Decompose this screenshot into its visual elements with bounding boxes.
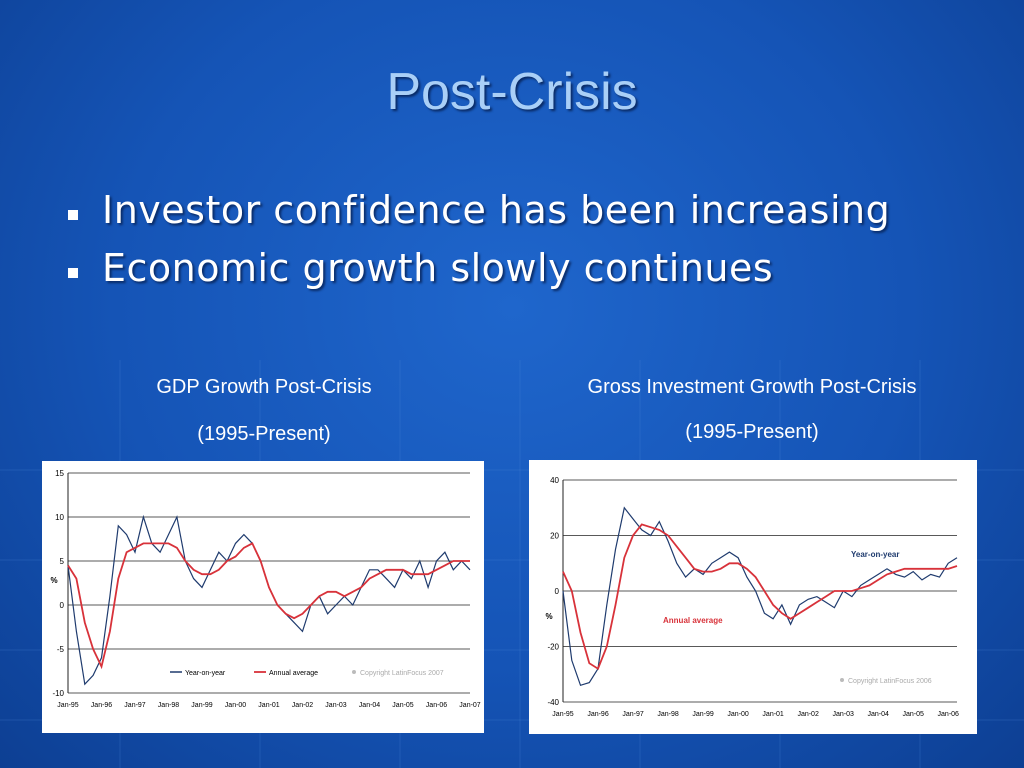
square-bullet-icon: [68, 210, 78, 220]
y-tick-label: 5: [60, 557, 65, 566]
x-tick-label: Jan-02: [797, 711, 819, 718]
right-chart-title: Gross Investment Growth Post-Crisis: [587, 376, 917, 398]
x-tick-label: Jan-99: [191, 702, 213, 709]
series-line-year-on-year: [562, 506, 958, 687]
square-bullet-icon: [68, 268, 78, 278]
x-tick-label: Jan-00: [225, 702, 247, 709]
x-tick-label: Jan-06: [426, 702, 448, 709]
y-tick-label: 20: [550, 532, 559, 541]
series-line-annual-average: [562, 523, 958, 671]
left-chart-title: GDP Growth Post-Crisis: [156, 376, 372, 398]
x-tick-label: Jan-01: [258, 702, 280, 709]
series-line-year-on-year: [67, 514, 471, 686]
right-chart-caption: Gross Investment Growth Post-Crisis (199…: [530, 376, 974, 444]
x-tick-label: Jan-03: [325, 702, 347, 709]
bullet-text: Investor confidence has been increasing: [102, 188, 891, 232]
x-tick-label: Jan-95: [57, 702, 79, 709]
y-tick-label: -5: [57, 645, 65, 654]
bullet-list: Investor confidence has been increasing …: [60, 186, 960, 302]
x-tick-label: Jan-06: [938, 711, 960, 718]
right-chart-period: (1995-Present): [685, 421, 819, 443]
x-tick-label: Jan-02: [292, 702, 314, 709]
x-tick-label: Jan-95: [552, 711, 574, 718]
y-tick-label: -10: [52, 689, 64, 698]
x-tick-label: Jan-00: [727, 711, 749, 718]
legend-label: Year-on-year: [185, 670, 226, 677]
y-tick-label: 40: [550, 476, 559, 485]
x-tick-label: Jan-05: [903, 711, 925, 718]
series-label: Annual average: [663, 616, 723, 625]
y-axis-label: %: [545, 612, 552, 621]
x-tick-label: Jan-96: [587, 711, 609, 718]
slide-title: Post-Crisis: [386, 63, 638, 121]
x-tick-label: Jan-99: [692, 711, 714, 718]
x-tick-label: Jan-97: [124, 702, 146, 709]
series-label: Year-on-year: [851, 550, 899, 559]
left-chart-period: (1995-Present): [197, 423, 331, 445]
copyright-icon: [352, 670, 356, 674]
y-tick-label: -20: [547, 643, 559, 652]
left-chart-caption: GDP Growth Post-Crisis (1995-Present): [44, 376, 484, 446]
copyright-icon: [840, 678, 844, 682]
x-tick-label: Jan-04: [359, 702, 381, 709]
copyright-note: Copyright LatinFocus 2006: [848, 678, 932, 685]
bullet-text: Economic growth slowly continues: [102, 246, 774, 290]
x-tick-label: Jan-96: [91, 702, 113, 709]
investment-growth-chart: 40 20 0 -20 -40% Jan-95 Jan-96 Jan-97 Jan-98 Jan-…: [529, 460, 977, 734]
x-tick-label: Jan-04: [867, 711, 889, 718]
y-tick-label: 0: [60, 601, 65, 610]
copyright-note: Copyright LatinFocus 2007: [360, 670, 444, 677]
x-tick-label: Jan-01: [762, 711, 784, 718]
investment-chart-svg: 40 20 0 -20 -40% Jan-95 Jan-96 Jan-97 Jan-98 Jan-…: [545, 476, 960, 718]
bullet-item: Economic growth slowly continues: [60, 244, 960, 292]
gdp-chart-svg: 15 10 5 0 -5 -10% Jan-95 Jan-96 Jan-97 Jan-98 Jan-…: [50, 469, 481, 709]
y-tick-label: 0: [555, 587, 560, 596]
y-tick-label: 15: [55, 469, 64, 478]
x-tick-label: Jan-98: [158, 702, 180, 709]
bullet-item: Investor confidence has been increasing: [60, 186, 960, 234]
legend-label: Annual average: [269, 670, 318, 677]
y-axis-label: %: [50, 576, 57, 585]
x-tick-label: Jan-97: [622, 711, 644, 718]
x-tick-label: Jan-07: [459, 702, 481, 709]
x-tick-label: Jan-98: [657, 711, 679, 718]
y-tick-label: 10: [55, 513, 64, 522]
x-tick-label: Jan-03: [832, 711, 854, 718]
gdp-growth-chart: 15 10 5 0 -5 -10% Jan-95 Jan-96 Jan-97 Jan-98 Jan-…: [42, 461, 484, 733]
x-tick-label: Jan-05: [392, 702, 414, 709]
y-tick-label: -40: [547, 698, 559, 707]
series-line-annual-average: [67, 542, 470, 670]
